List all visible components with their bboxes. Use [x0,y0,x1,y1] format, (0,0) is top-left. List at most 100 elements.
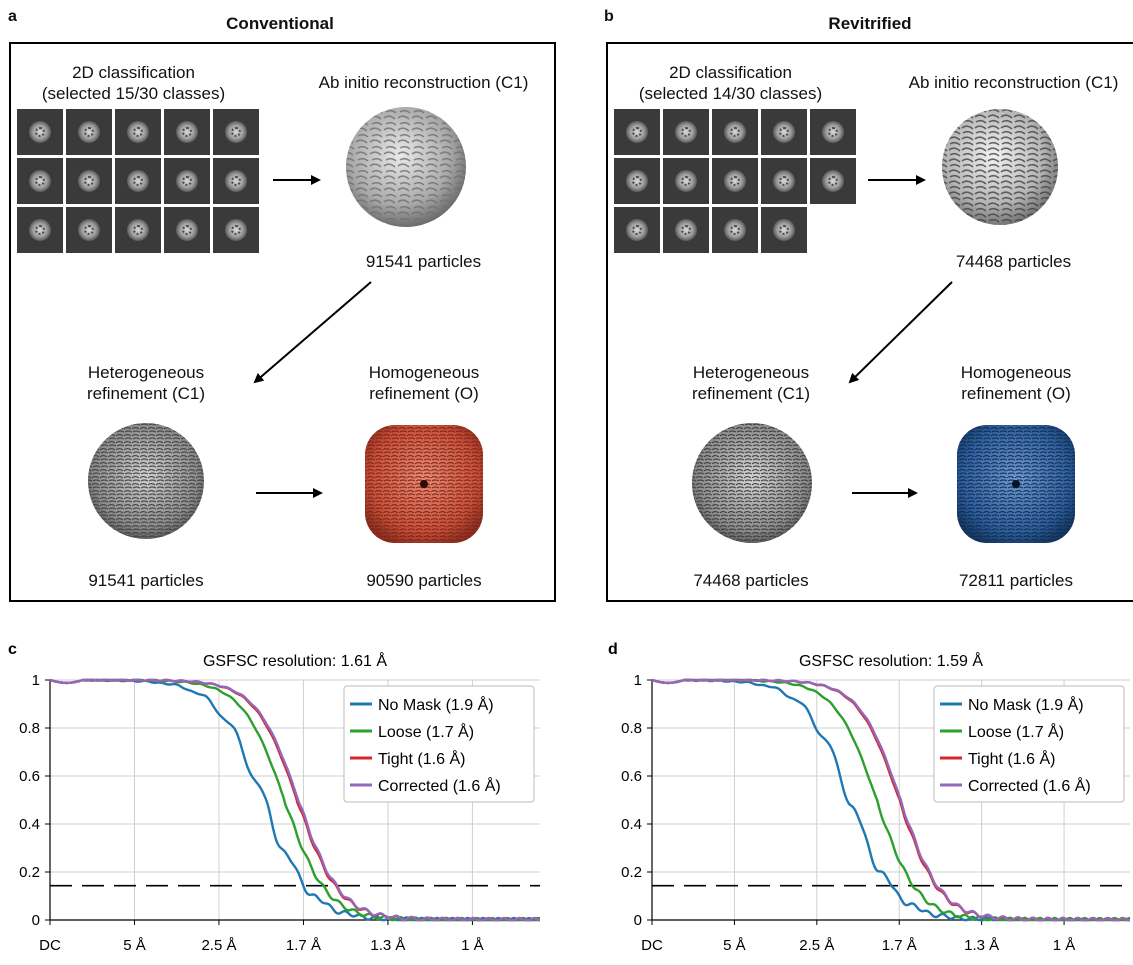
class-average [17,158,63,204]
legend-label: Loose (1.7 Å) [968,722,1064,741]
y-tick-label: 0.8 [621,720,642,737]
hetero-map [692,423,812,543]
y-tick-label: 1 [32,672,40,689]
classification-sublabel: (selected 14/30 classes) [638,84,823,103]
fsc-chart-c: c GSFSC resolution: 1.61 Å DC 5 Å 2.5 Å 1.7 Å… [8,641,541,954]
series-line [651,678,1130,922]
class-average [164,207,210,253]
panel-b-arrows [848,175,953,498]
hetero-sublabel: refinement (C1) [691,384,811,403]
class-average [614,109,660,155]
fsc-chart-d: d GSFSC resolution: 1.59 Å DC 5 Å 2.5 Å 1.7 Å… [608,641,1131,954]
panel-a-arrows [253,175,372,498]
y-tick-label: 0.2 [19,864,40,881]
legend-label: Loose (1.7 Å) [378,722,474,741]
y-tick-label: 0.6 [19,768,40,785]
class-average [17,207,63,253]
abinitio-label: Ab initio reconstruction (C1) [318,73,529,92]
homo-sublabel: refinement (O) [961,384,1071,403]
classification-label: 2D classification [72,63,195,82]
legend-box [933,685,1125,803]
x-tick-label: 1.3 Å [964,937,999,954]
legend-label: No Mask (1.9 Å) [968,695,1084,714]
y-tick-label: 0 [634,912,642,929]
legend-label: Tight (1.6 Å) [378,749,465,768]
legend-box [343,685,535,803]
x-tick-label: 1.7 Å [286,937,321,954]
y-tick-label: 0.4 [621,816,642,833]
class-average [663,109,709,155]
homo-particles: 90590 particles [366,571,482,590]
hetero-map [88,423,204,539]
class-average [810,109,856,155]
homo-particles: 72811 particles [958,571,1074,590]
class-average [761,207,807,253]
x-tick-label: 2.5 Å [201,937,236,954]
x-tick-label: 1 Å [1053,937,1076,954]
homo-label: Homogeneous [960,363,1072,382]
class-average [213,109,259,155]
hetero-particles: 74468 particles [693,571,809,590]
y-tick-label: 1 [634,672,642,689]
classification-sublabel: (selected 15/30 classes) [41,84,226,103]
homo-map [957,425,1075,543]
y-tick-label: 0.2 [621,864,642,881]
x-tick-label: 5 Å [123,937,146,954]
legend-label: Corrected (1.6 Å) [968,776,1091,795]
panel-a-title: Conventional [226,14,334,33]
homo-label: Homogeneous [368,363,480,382]
abinitio-label: Ab initio reconstruction (C1) [908,73,1119,92]
abinitio-particles: 74468 particles [955,252,1072,271]
y-tick-label: 0 [32,912,40,929]
hetero-label: Heterogeneous [692,363,810,382]
abinitio-map [942,109,1058,225]
y-tick-label: 0.4 [19,816,40,833]
panel-letter: d [608,641,618,658]
panel-b-letter: b [604,8,614,25]
homo-sublabel: refinement (O) [369,384,479,403]
class-average [663,158,709,204]
class-average [663,207,709,253]
legend-label: Corrected (1.6 Å) [378,776,501,795]
x-tick-label: 2.5 Å [799,937,834,954]
panel-a-letter: a [8,8,17,25]
class-average [213,158,259,204]
class-average [17,109,63,155]
homo-map [365,425,483,543]
hetero-particles: 91541 particles [88,571,204,590]
y-tick-label: 0.6 [621,768,642,785]
x-tick-label: 1.7 Å [882,937,917,954]
class-average [164,109,210,155]
y-tick-label: 0.8 [19,720,40,737]
classification-label: 2D classification [669,63,792,82]
abinitio-map [346,107,466,227]
class-average [164,158,210,204]
class-average [614,158,660,204]
class-average-grid [614,109,856,253]
class-average [712,109,758,155]
x-tick-label: 5 Å [723,937,746,954]
arrow-to-hetero [848,281,953,384]
class-average-grid [17,109,259,253]
x-tick-label: 1 Å [461,937,484,954]
class-average [115,207,161,253]
panel-a-box: 2D classification (selected 15/30 classe… [9,42,556,602]
arrow-to-hetero [253,281,372,384]
class-average [761,158,807,204]
class-average [712,207,758,253]
x-tick-label: DC [641,937,663,954]
x-tick-label: 1.3 Å [370,937,405,954]
class-average [213,207,259,253]
legend-label: No Mask (1.9 Å) [378,695,494,714]
legend-label: Tight (1.6 Å) [968,749,1055,768]
class-average [66,109,112,155]
panel-letter: c [8,641,17,658]
series-line [49,678,540,922]
class-average [712,158,758,204]
chart-title: GSFSC resolution: 1.59 Å [799,651,983,670]
class-average [115,109,161,155]
chart-title: GSFSC resolution: 1.61 Å [203,651,387,670]
x-tick-label: DC [39,937,61,954]
class-average [614,207,660,253]
hetero-sublabel: refinement (C1) [86,384,206,403]
